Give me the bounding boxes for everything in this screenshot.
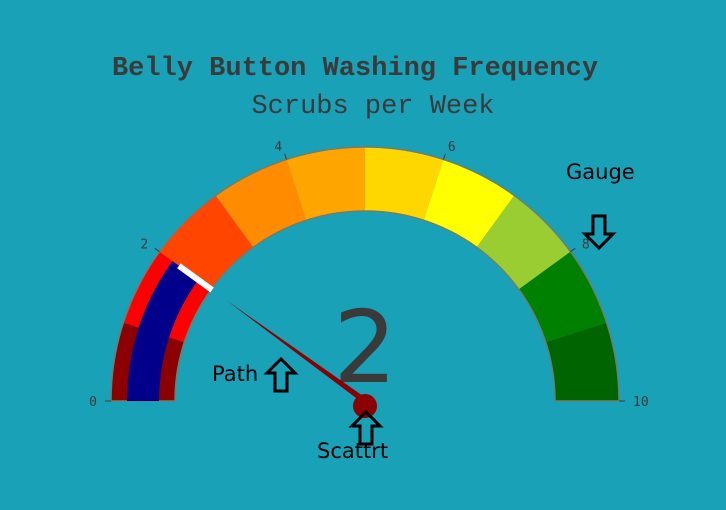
gauge-outline bbox=[110, 146, 620, 402]
gauge-tick-label-6: 6 bbox=[448, 140, 456, 155]
gauge-tick-label-2: 2 bbox=[140, 237, 148, 252]
chart-title: Belly Button Washing Frequency bbox=[111, 54, 599, 84]
gauge-needle-group bbox=[225, 299, 377, 418]
annotation-path-label: Path bbox=[212, 362, 259, 386]
gauge-tick-6 bbox=[443, 153, 446, 160]
annotation-path-arrow bbox=[263, 356, 299, 393]
gauge-value-bar bbox=[127, 261, 199, 401]
annotation-scatter-arrow bbox=[348, 409, 384, 446]
gauge-tick-8 bbox=[570, 247, 576, 253]
gauge-tick-label-4: 4 bbox=[274, 140, 282, 155]
annotation-gauge-label: Gauge bbox=[566, 160, 635, 184]
gauge-ticks: 0 2 4 6 8 10 bbox=[89, 140, 648, 410]
gauge-tick-4 bbox=[284, 153, 287, 160]
gauge-tick-2 bbox=[154, 247, 160, 253]
gauge-value-number: 2 bbox=[333, 289, 397, 406]
gauge-needle-hub bbox=[353, 394, 377, 418]
gauge-band-5 bbox=[365, 147, 444, 221]
gauge-tick-label-8: 8 bbox=[582, 237, 590, 252]
gauge-tick-label-0: 0 bbox=[89, 395, 97, 410]
annotation-gauge-arrow bbox=[581, 214, 617, 251]
gauge-threshold-line bbox=[177, 263, 214, 293]
gauge-value-bar-group bbox=[127, 261, 214, 401]
gauge-tick-label-10: 10 bbox=[633, 395, 649, 410]
annotation-scatter-label: Scattrt bbox=[317, 439, 389, 463]
gauge-needle bbox=[225, 299, 367, 404]
gauge-band-4 bbox=[286, 147, 365, 221]
gauge-band-9 bbox=[545, 322, 619, 401]
chart-subtitle: Scrubs per Week bbox=[251, 92, 495, 122]
annotation-arrows bbox=[263, 214, 617, 446]
gauge-band-7 bbox=[476, 195, 571, 290]
